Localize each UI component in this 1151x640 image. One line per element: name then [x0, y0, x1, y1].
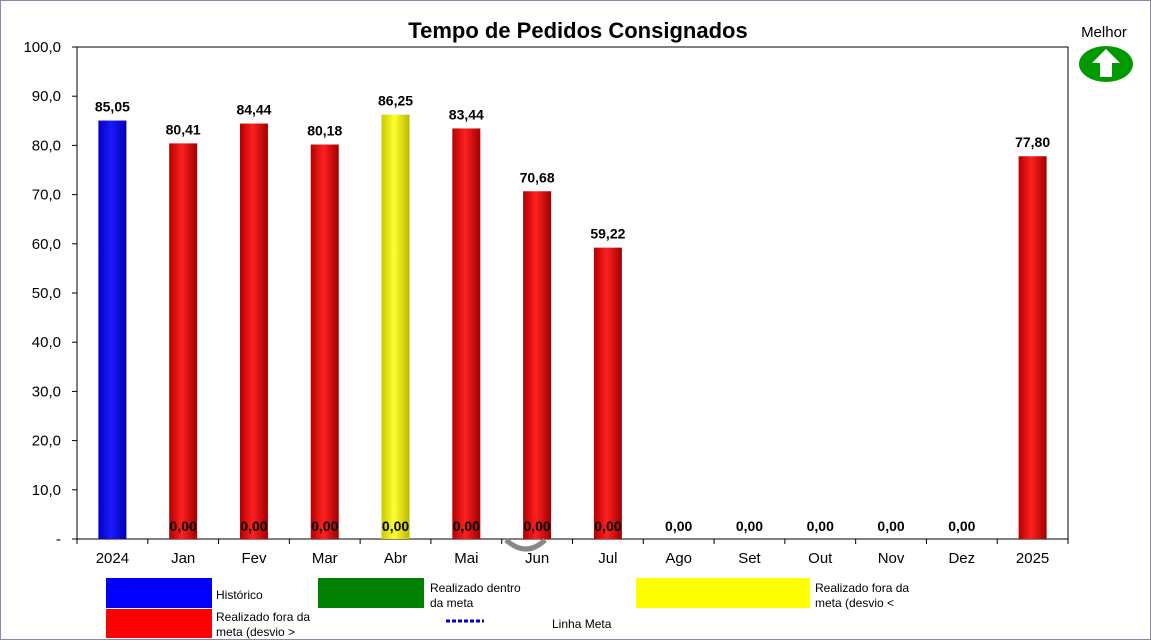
legend-swatch-historico: [106, 578, 212, 608]
bar: [239, 123, 268, 539]
x-tick-label: Mar: [312, 550, 338, 567]
x-tick-label: Dez: [948, 550, 975, 567]
data-label: 85,05: [95, 99, 130, 115]
legend-swatch-linha-meta: [446, 619, 484, 623]
legend-label-fora-meta-maior: Realizado fora da meta (desvio >: [216, 610, 311, 639]
x-tick-label: Nov: [878, 550, 905, 567]
bar: [1018, 156, 1047, 539]
y-tick-label: -: [56, 531, 61, 548]
data-label: 0,00: [877, 518, 904, 534]
x-tick-label: 2024: [96, 550, 129, 567]
data-label: 0,00: [948, 518, 975, 534]
y-tick-label: 60,0: [32, 236, 61, 253]
chart-title: Tempo de Pedidos Consignados: [408, 18, 747, 43]
x-tick-label: 2025: [1016, 550, 1049, 567]
y-tick-label: 70,0: [32, 187, 61, 204]
y-axis: - 10,0 20,0 30,0 40,0 50,0 60,0 70,0 80,0 90,0 100…: [23, 39, 77, 548]
value-labels: 85,05 80,41 84,44 80,18 86,25 83,44 70,68 59,22…: [95, 93, 1050, 534]
y-tick-label: 90,0: [32, 88, 61, 105]
up-arrow-icon: [1079, 46, 1133, 82]
legend-swatch-fora-meta-maior: [106, 609, 212, 638]
y-tick-label: 30,0: [32, 383, 61, 400]
x-tick-label: Set: [738, 550, 761, 567]
legend-swatch-dentro-meta: [318, 578, 424, 608]
plot-area: [76, 46, 1069, 540]
data-label: 86,25: [378, 93, 413, 109]
cursor-arc: [504, 538, 547, 552]
y-tick-label: 20,0: [32, 433, 61, 450]
data-label: 70,68: [520, 169, 555, 185]
data-label: 0,00: [807, 518, 834, 534]
y-tick-label: 100,0: [23, 39, 61, 56]
secondary-data-label: 0,00: [170, 518, 197, 534]
x-tick-label: Out: [808, 550, 833, 567]
secondary-data-label: 0,00: [523, 518, 550, 534]
bar: [593, 247, 622, 539]
data-label: 0,00: [665, 518, 692, 534]
x-tick-label: Ago: [665, 550, 692, 567]
secondary-data-label: 0,00: [453, 518, 480, 534]
bars: [98, 114, 1047, 540]
y-tick-label: 10,0: [32, 482, 61, 499]
bar: [98, 120, 127, 539]
x-axis: 2024 Jan Fev Mar Abr Mai Jun Jul Ago Set Out Nov Dez…: [76, 539, 1069, 567]
data-label: 83,44: [449, 106, 484, 122]
legend-label-linha-meta: Linha Meta: [552, 617, 612, 631]
legend-label-fora-meta-menor: Realizado fora da meta (desvio <: [815, 581, 910, 610]
data-label: 59,22: [590, 226, 625, 242]
bar: [381, 114, 410, 540]
bar: [452, 128, 481, 539]
data-label: 80,18: [307, 123, 342, 139]
x-tick-label: Jan: [171, 550, 195, 567]
secondary-data-label: 0,00: [311, 518, 338, 534]
x-tick-label: Abr: [384, 550, 407, 567]
data-label: 77,80: [1015, 134, 1050, 150]
secondary-data-label: 0,00: [594, 518, 621, 534]
x-tick-label: Fev: [241, 550, 267, 567]
bar: [169, 143, 198, 539]
x-tick-label: Jul: [598, 550, 617, 567]
x-tick-label: Jun: [525, 550, 549, 567]
x-tick-label: Mai: [454, 550, 478, 567]
data-label: 0,00: [736, 518, 763, 534]
bar: [310, 144, 339, 539]
legend-label-historico: Histórico: [216, 588, 263, 602]
secondary-data-label: 0,00: [240, 518, 267, 534]
indicator-label: Melhor: [1081, 24, 1127, 41]
y-tick-label: 50,0: [32, 285, 61, 302]
secondary-data-label: 0,00: [382, 518, 409, 534]
y-tick-label: 40,0: [32, 334, 61, 351]
legend-label-dentro-meta: Realizado dentro da meta: [430, 581, 521, 610]
legend-swatch-fora-meta-menor: [636, 578, 810, 608]
data-label: 84,44: [236, 102, 271, 118]
y-tick-label: 80,0: [32, 137, 61, 154]
data-label: 80,41: [166, 121, 201, 137]
bar: [523, 191, 552, 539]
